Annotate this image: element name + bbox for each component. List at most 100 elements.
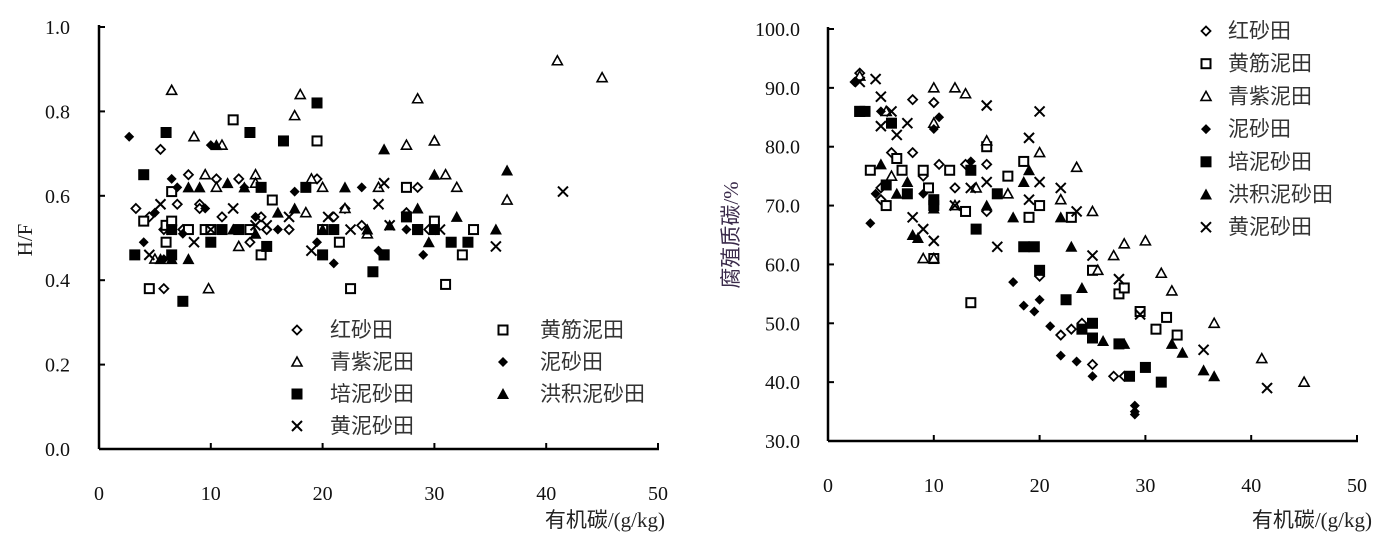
series-5	[874, 158, 1221, 382]
data-point	[501, 164, 514, 176]
data-point	[317, 249, 329, 261]
data-point	[216, 224, 228, 236]
x-tick-label: 0	[823, 475, 833, 497]
legend-marker-icon	[1199, 89, 1213, 102]
data-point	[411, 202, 424, 214]
series-1	[854, 105, 1183, 341]
data-point	[1008, 277, 1019, 288]
data-point	[1129, 400, 1140, 411]
data-point	[165, 223, 178, 236]
y-tick-label: 0.0	[45, 439, 70, 461]
data-point	[959, 87, 972, 99]
data-point	[177, 228, 188, 239]
data-point	[1117, 237, 1131, 249]
data-point	[1091, 263, 1105, 276]
data-point	[200, 203, 211, 214]
data-point	[232, 173, 245, 185]
y-tick-label: 70.0	[765, 196, 800, 218]
data-point	[188, 236, 200, 248]
y-tick-label: 1.0	[45, 17, 70, 39]
legend-label: 青紫泥田	[1228, 84, 1312, 108]
data-point	[859, 105, 871, 117]
data-point	[1087, 371, 1098, 382]
data-point	[289, 186, 300, 197]
data-point	[991, 241, 1003, 253]
data-point	[917, 164, 929, 176]
data-point	[165, 253, 178, 265]
data-point	[182, 181, 195, 193]
data-point	[1197, 344, 1210, 356]
data-point	[1297, 375, 1311, 387]
data-point	[249, 219, 262, 232]
data-point	[428, 168, 441, 180]
legend-item: 培泥砂田	[291, 382, 414, 406]
legend-marker-icon	[1200, 58, 1212, 70]
data-point	[1018, 241, 1030, 253]
data-point	[244, 127, 256, 138]
legend-label: 泥砂田	[1228, 117, 1291, 141]
data-point	[271, 206, 284, 218]
legend-item: 黄泥砂田	[1200, 215, 1312, 239]
y-tick-label: 30.0	[765, 431, 800, 453]
data-point	[870, 188, 881, 199]
data-point	[980, 199, 993, 211]
series-6	[143, 177, 569, 261]
data-point	[344, 223, 357, 236]
data-point	[928, 235, 940, 247]
data-point	[1055, 182, 1067, 194]
legend-label: 红砂田	[330, 318, 393, 342]
data-point	[1086, 358, 1099, 371]
data-point	[1165, 284, 1179, 296]
data-point	[166, 186, 178, 198]
data-point	[874, 158, 887, 170]
humus-carbon-scatter-chart: 腐殖质碳/% 有机碳/(g/kg) 30.0 40.0 50.0 60.0 70.0 80…	[719, 19, 1372, 532]
legend-marker-icon	[497, 388, 509, 399]
legend-item: 洪积泥砂田	[1200, 183, 1333, 207]
data-point	[1023, 132, 1035, 144]
data-point	[595, 70, 609, 83]
data-point	[288, 108, 302, 121]
data-point	[316, 223, 329, 235]
data-point	[130, 202, 142, 215]
data-point	[901, 176, 914, 188]
data-point	[138, 237, 149, 248]
data-point	[300, 181, 312, 193]
data-point	[896, 164, 908, 176]
data-point	[277, 135, 289, 147]
data-point	[490, 240, 502, 253]
data-point	[202, 281, 215, 294]
data-point	[1261, 382, 1273, 394]
x-tick-label: 40	[536, 483, 556, 505]
x-axis-label: 有机碳/(g/kg)	[1252, 508, 1372, 532]
legend-marker-icon	[1200, 221, 1212, 233]
legend-label: 泥砂田	[540, 350, 603, 374]
data-point	[1065, 323, 1078, 335]
data-point	[1023, 164, 1036, 176]
x-tick-label: 30	[1135, 475, 1155, 497]
data-point	[1161, 311, 1173, 323]
y-tick-label: 100.0	[755, 19, 800, 41]
data-point	[172, 182, 183, 193]
data-point	[338, 201, 352, 214]
legend-marker-icon	[497, 324, 509, 336]
legend-label: 培泥砂田	[1228, 150, 1312, 174]
data-point	[1065, 240, 1078, 252]
data-point	[205, 236, 217, 248]
legend: 红砂田黄筋泥田青紫泥田泥砂田培泥砂田洪积泥砂田黄泥砂田	[290, 318, 645, 438]
data-point	[1070, 160, 1083, 173]
data-point	[928, 194, 940, 206]
data-point	[1087, 332, 1098, 344]
x-tick-label: 10	[924, 475, 944, 497]
data-point	[210, 139, 223, 151]
legend-item: 培泥砂田	[1200, 150, 1312, 174]
data-point	[869, 73, 882, 85]
legend-marker-icon	[291, 420, 303, 432]
data-point	[949, 182, 961, 194]
data-point	[960, 205, 972, 217]
data-point	[129, 249, 141, 261]
data-point	[1045, 321, 1056, 332]
data-point	[933, 158, 945, 171]
data-point	[450, 180, 464, 193]
